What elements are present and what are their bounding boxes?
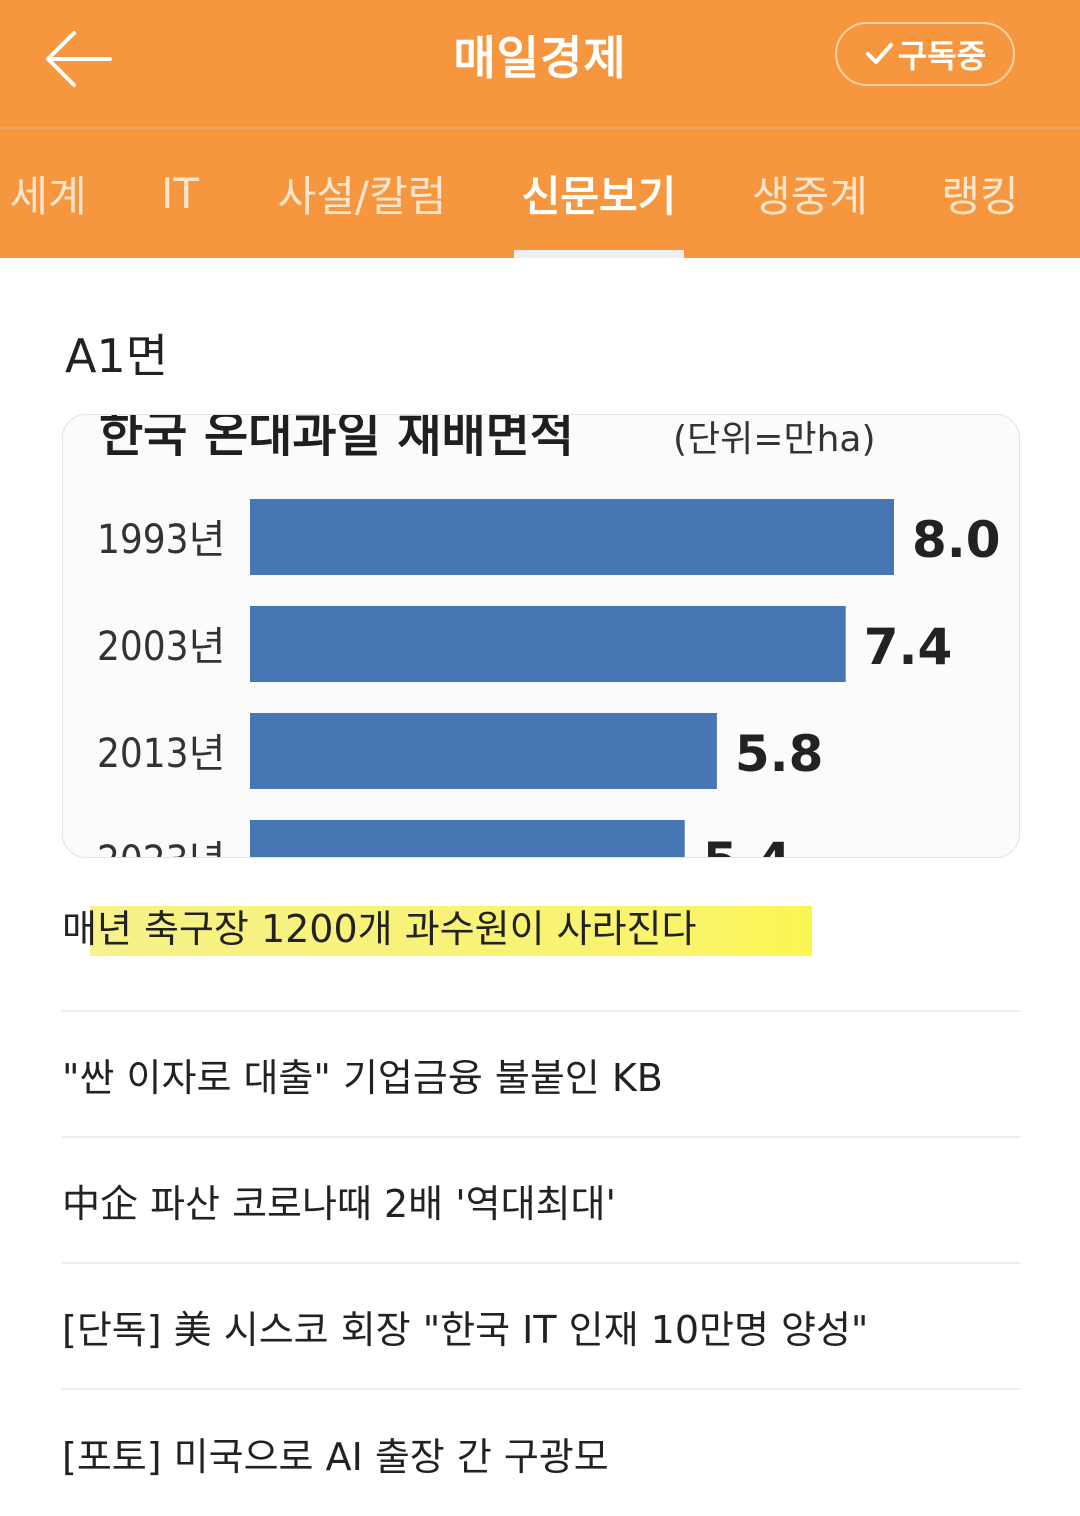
chart-unit-label: (단위=만ha) xyxy=(673,419,876,460)
headline-item[interactable]: 매년 축구장 1200개 과수원이 사라진다 xyxy=(62,880,1020,1012)
value-label: 5.4 xyxy=(703,832,792,857)
subscribe-button[interactable]: 구독중 xyxy=(835,22,1015,86)
headline-text: [단독] 美 시스코 회장 "한국 IT 인재 10만명 양성" xyxy=(62,1307,869,1352)
tab-it[interactable]: IT xyxy=(140,129,220,258)
tab-ranking[interactable]: 랭킹 xyxy=(930,129,1030,258)
headline-item[interactable]: [포토] 미국으로 AI 출장 간 구광모 xyxy=(62,1390,1020,1516)
tab-label: 세계 xyxy=(9,172,87,221)
chart-title: 한국 온대과일 재배면적 xyxy=(99,415,574,463)
front-page-chart-image[interactable]: 한국 온대과일 재배면적 (단위=만ha) 1993년 8.0 2003년 7.4 20… xyxy=(62,414,1020,858)
bar xyxy=(250,499,894,575)
app-header: 매일경제 구독중 xyxy=(0,0,1080,129)
back-button[interactable] xyxy=(38,24,118,94)
bar-chart: 한국 온대과일 재배면적 (단위=만ha) 1993년 8.0 2003년 7.4 20… xyxy=(97,415,1001,857)
tab-label: 사설/칼럼 xyxy=(277,172,447,221)
headline-item[interactable]: [단독] 美 시스코 회장 "한국 IT 인재 10만명 양성" xyxy=(62,1264,1020,1390)
bar xyxy=(250,820,685,857)
tab-editorial[interactable]: 사설/칼럼 xyxy=(262,129,462,258)
subscribe-label: 구독중 xyxy=(897,37,987,75)
arrow-left-icon xyxy=(46,31,112,87)
headline-text: 中企 파산 코로나때 2배 '역대최대' xyxy=(62,1181,616,1226)
value-label: 5.8 xyxy=(735,725,824,783)
tab-label: 신문보기 xyxy=(521,172,677,221)
headline-list: 매년 축구장 1200개 과수원이 사라진다 "싼 이자로 대출" 기업금융 불… xyxy=(62,880,1020,1516)
check-icon xyxy=(865,43,893,64)
bar xyxy=(250,713,717,789)
highlight-marker xyxy=(90,906,812,956)
headline-item[interactable]: "싼 이자로 대출" 기업금융 불붙인 KB xyxy=(62,1012,1020,1138)
active-tab-indicator xyxy=(514,250,684,258)
category-tabs: 세계 IT 사설/칼럼 신문보기 생중계 랭킹 xyxy=(0,129,1080,258)
value-label: 8.0 xyxy=(912,511,1001,569)
headline-text: [포토] 미국으로 AI 출장 간 구광모 xyxy=(62,1434,609,1479)
page-section-label: A1면 xyxy=(65,329,169,383)
category-label: 1993년 xyxy=(97,517,225,563)
tab-label: IT xyxy=(160,169,200,218)
category-label: 2023년 xyxy=(97,838,225,857)
tab-live[interactable]: 생중계 xyxy=(738,129,882,258)
tab-label: 생중계 xyxy=(752,172,868,221)
tab-newspaper[interactable]: 신문보기 xyxy=(508,129,690,258)
value-label: 7.4 xyxy=(864,618,953,676)
bar xyxy=(250,606,846,682)
category-label: 2013년 xyxy=(97,731,225,777)
category-label: 2003년 xyxy=(97,624,225,670)
headline-text: 매년 축구장 1200개 과수원이 사라진다 xyxy=(62,907,697,951)
tab-world[interactable]: 세계 xyxy=(0,129,96,258)
tab-label: 랭킹 xyxy=(941,172,1019,221)
headline-item[interactable]: 中企 파산 코로나때 2배 '역대최대' xyxy=(62,1138,1020,1264)
headline-text: "싼 이자로 대출" 기업금융 불붙인 KB xyxy=(62,1055,663,1100)
